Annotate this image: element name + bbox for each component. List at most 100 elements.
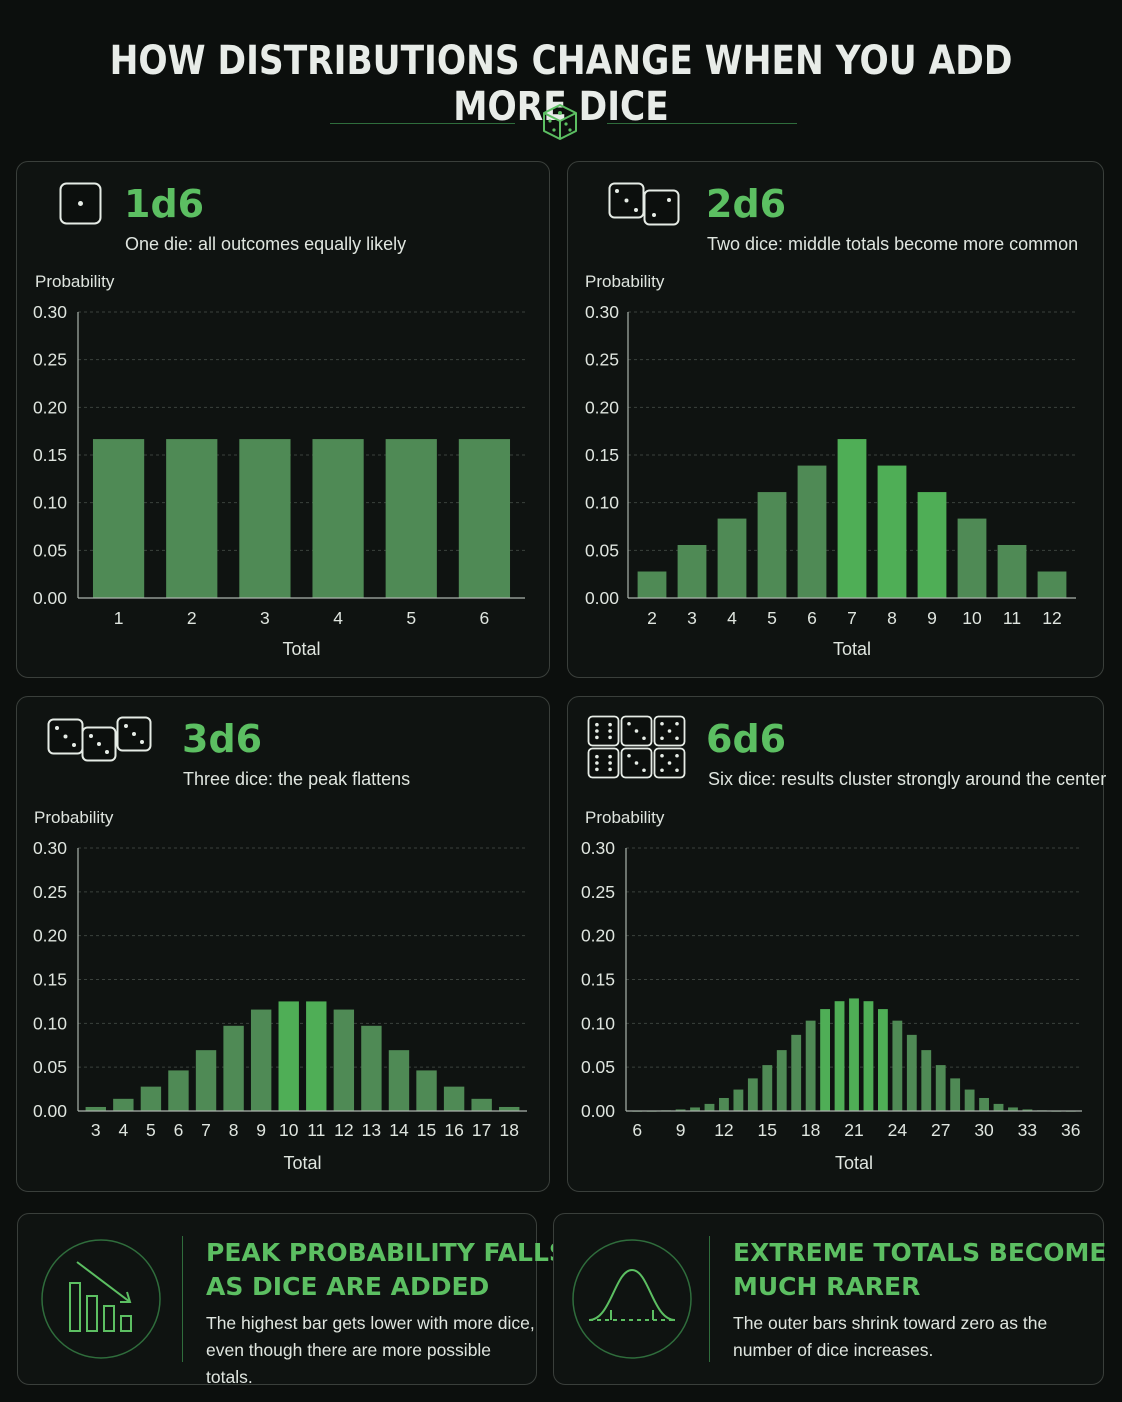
x-tick-label: 18 — [801, 1120, 820, 1140]
x-tick-label: 8 — [229, 1120, 239, 1140]
x-tick-label: 11 — [307, 1120, 325, 1140]
panel-6d6: 6d6 Six dice: results cluster strongly a… — [567, 696, 1107, 1192]
insight-card-extremes: EXTREME TOTALS BECOME MUCH RARER The out… — [553, 1213, 1107, 1385]
x-tick-label: 2 — [647, 608, 657, 628]
bar — [166, 439, 218, 598]
divider — [709, 1236, 710, 1362]
bar — [1037, 571, 1067, 598]
y-tick-label: 0.15 — [581, 970, 615, 990]
bar — [733, 1089, 744, 1111]
bar — [278, 1001, 299, 1111]
bar — [1022, 1109, 1033, 1111]
x-tick-label: 8 — [887, 608, 897, 628]
bar — [1008, 1107, 1018, 1111]
insight-text: The highest bar gets lower with more dic… — [206, 1313, 535, 1333]
x-tick-label: 5 — [146, 1120, 156, 1140]
insight-title: AS DICE ARE ADDED — [206, 1272, 490, 1301]
x-tick-label: 4 — [727, 608, 737, 628]
x-tick-label: 15 — [417, 1120, 436, 1140]
bar — [820, 1009, 831, 1111]
x-tick-label: 33 — [1018, 1120, 1037, 1140]
bar — [762, 1065, 773, 1111]
bar — [877, 465, 907, 598]
bar — [921, 1050, 932, 1111]
panel-heading: 2d6 — [706, 182, 787, 226]
three-dice-icon — [47, 716, 152, 762]
y-tick-label: 0.05 — [585, 540, 619, 560]
x-tick-label: 7 — [847, 608, 857, 628]
y-tick-label: 0.00 — [33, 588, 67, 608]
y-tick-label: 0.10 — [581, 1013, 615, 1033]
bar — [957, 518, 987, 598]
x-tick-label: 6 — [480, 608, 490, 628]
x-tick-label: 24 — [888, 1120, 908, 1140]
bar — [637, 571, 667, 598]
two-dice-icon — [608, 182, 680, 226]
bar — [113, 1098, 134, 1111]
bar — [195, 1050, 217, 1111]
y-axis-label: Probability — [35, 272, 115, 291]
x-tick-label: 36 — [1061, 1120, 1080, 1140]
bar — [690, 1107, 700, 1111]
panel-2d6: 2d6 Two dice: middle totals become more … — [567, 161, 1104, 678]
panel-3d6: 3d6 Three dice: the peak flattens Probab… — [16, 696, 550, 1192]
y-axis-label: Probability — [34, 808, 114, 827]
y-axis-label: Probability — [585, 808, 665, 827]
y-tick-label: 0.10 — [33, 1013, 67, 1033]
y-tick-label: 0.25 — [33, 882, 67, 902]
bar — [312, 439, 364, 598]
bar — [443, 1086, 465, 1111]
panel-subtitle: Three dice: the peak flattens — [183, 769, 411, 789]
y-tick-label: 0.05 — [33, 1057, 67, 1077]
bar — [140, 1086, 162, 1111]
y-tick-label: 0.30 — [581, 838, 615, 858]
bar — [471, 1098, 492, 1111]
y-tick-label: 0.00 — [585, 588, 619, 608]
insight-title: MUCH RARER — [733, 1272, 921, 1301]
bar — [757, 492, 787, 598]
y-tick-label: 0.25 — [33, 350, 67, 370]
y-tick-label: 0.15 — [33, 445, 67, 465]
bar — [719, 1097, 729, 1111]
chart-1d6: Probability 0.00 0.05 0.10 0.15 0.20 0.25 0.30 1… — [33, 272, 525, 659]
bar — [458, 439, 511, 598]
x-tick-label: 3 — [687, 608, 697, 628]
panel-subtitle: One die: all outcomes equally likely — [125, 234, 407, 254]
y-tick-label: 0.30 — [33, 838, 67, 858]
bar — [906, 1034, 917, 1111]
x-tick-label: 12 — [1042, 608, 1061, 628]
x-tick-label: 9 — [676, 1120, 686, 1140]
y-tick-label: 0.30 — [33, 302, 67, 322]
bar — [877, 1009, 888, 1111]
bar — [239, 439, 291, 598]
bar — [964, 1089, 975, 1111]
panel-subtitle: Six dice: results cluster strongly aroun… — [708, 769, 1107, 789]
x-tick-label: 6 — [632, 1120, 642, 1140]
bar — [223, 1025, 244, 1111]
bell-curve-icon — [572, 1239, 692, 1359]
x-tick-label: 5 — [767, 608, 777, 628]
y-tick-label: 0.05 — [33, 540, 67, 560]
x-axis-label: Total — [833, 639, 871, 659]
x-axis-label: Total — [282, 639, 320, 659]
bar — [499, 1106, 520, 1111]
x-tick-label: 15 — [758, 1120, 777, 1140]
bar — [837, 439, 867, 598]
bar — [333, 1009, 355, 1111]
bar — [92, 439, 145, 598]
y-tick-label: 0.00 — [33, 1101, 67, 1121]
y-tick-label: 0.25 — [585, 350, 619, 370]
insight-card-peak: PEAK PROBABILITY FALLS AS DICE ARE ADDED… — [17, 1213, 567, 1387]
x-tick-label: 4 — [118, 1120, 128, 1140]
y-tick-label: 0.25 — [581, 882, 615, 902]
bar — [677, 544, 707, 598]
y-tick-label: 0.20 — [33, 926, 67, 946]
x-tick-label: 27 — [931, 1120, 950, 1140]
bar — [834, 1001, 845, 1111]
panel-subtitle: Two dice: middle totals become more comm… — [707, 234, 1079, 254]
y-tick-label: 0.15 — [585, 445, 619, 465]
bar — [168, 1070, 189, 1111]
insight-text: The outer bars shrink toward zero as the — [733, 1313, 1048, 1333]
panel-heading: 6d6 — [706, 717, 787, 761]
x-tick-label: 16 — [444, 1120, 463, 1140]
